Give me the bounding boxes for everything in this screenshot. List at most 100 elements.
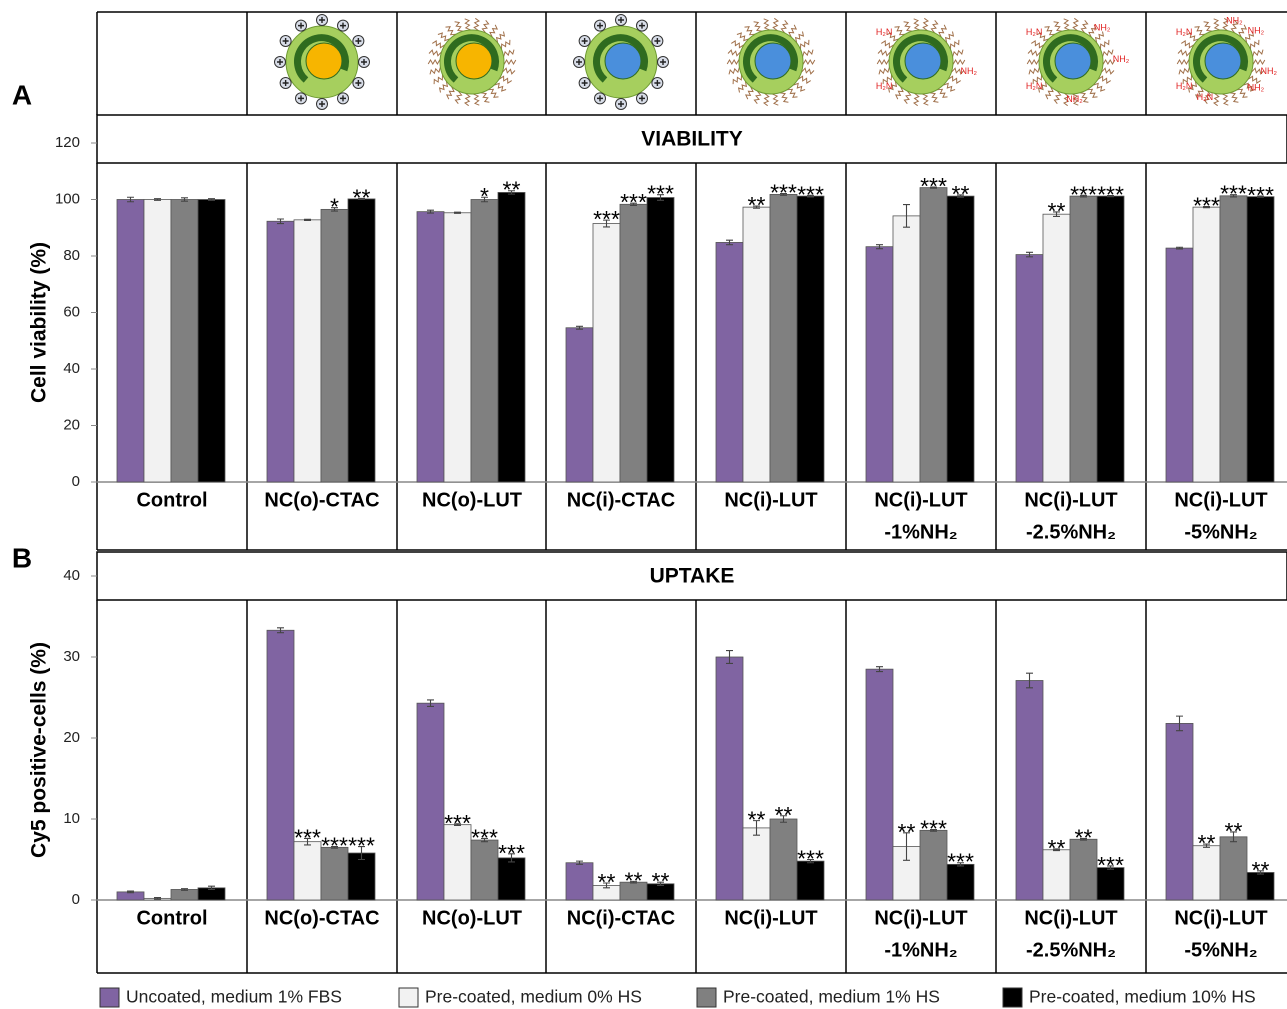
x-tick-label: NC(i)-LUT: [874, 489, 967, 511]
x-tick-label: Control: [136, 489, 207, 511]
y-tick-label: 0: [72, 473, 80, 490]
x-tick-label: NC(i)-LUT: [1024, 489, 1117, 511]
significance-label: ***: [797, 181, 824, 207]
bar: [566, 328, 593, 482]
significance-label: ***: [471, 824, 498, 850]
particle-core: [456, 43, 492, 79]
significance-label: *: [480, 183, 489, 209]
significance-label: **: [748, 807, 766, 833]
bar: [770, 819, 797, 900]
y-tick-label: 0: [72, 891, 80, 908]
bar: [348, 199, 375, 482]
bar: [920, 188, 947, 482]
x-tick-label: NC(i)-LUT: [874, 907, 967, 929]
amine-label: H₂N: [1176, 81, 1193, 91]
x-tick-label: -5%NH₂: [1184, 521, 1257, 543]
bar: [893, 216, 920, 482]
x-tick-label: NC(i)-LUT: [1174, 907, 1267, 929]
bar: [743, 828, 770, 900]
y-tick-label: 40: [63, 360, 80, 377]
x-tick-label: -2.5%NH₂: [1026, 521, 1116, 543]
significance-label: ***: [593, 206, 620, 232]
significance-label: *: [330, 194, 339, 220]
amine-label: H₂N: [1197, 92, 1214, 102]
bar: [417, 212, 444, 482]
amine-label: H₂N: [1026, 27, 1043, 37]
significance-label: **: [1075, 824, 1093, 850]
particle-core: [905, 43, 941, 79]
significance-label: **: [353, 184, 371, 210]
bar: [1247, 197, 1274, 482]
amine-label: H₂N: [1176, 27, 1193, 37]
legend-swatch: [399, 988, 418, 1007]
figure: H₂NNH₂H₂NH₂NNH₂NH₂NH₂H₂NH₂NNH₂NH₂NH₂NH₂H…: [0, 0, 1287, 1009]
significance-label: **: [775, 802, 793, 828]
amine-label: H₂N: [876, 27, 893, 37]
significance-label: **: [898, 819, 916, 845]
legend-label: Pre-coated, medium 1% HS: [723, 987, 940, 1007]
bar: [716, 242, 743, 482]
x-tick-label: -1%NH₂: [884, 521, 957, 543]
bar: [716, 657, 743, 900]
y-tick-label: 20: [63, 729, 80, 746]
significance-label: ***: [647, 181, 674, 207]
significance-label: **: [1225, 818, 1243, 844]
significance-label: ***: [947, 849, 974, 875]
bar: [593, 224, 620, 482]
y-tick-label: 10: [63, 810, 80, 827]
particle-core: [755, 43, 791, 79]
y-axis-label: Cy5 positive-cells (%): [28, 642, 51, 858]
significance-label: **: [625, 867, 643, 893]
x-tick-label: NC(o)-CTAC: [264, 489, 379, 511]
bar: [770, 194, 797, 482]
bar: [267, 221, 294, 482]
bar: [267, 630, 294, 900]
amine-label: NH₂: [1066, 94, 1083, 104]
panel-title: UPTAKE: [650, 565, 735, 588]
x-tick-label: NC(i)-LUT: [724, 907, 817, 929]
legend-label: Uncoated, medium 1% FBS: [126, 987, 342, 1007]
bar: [294, 220, 321, 482]
bar: [171, 889, 198, 900]
bar: [321, 209, 348, 482]
legend-label: Pre-coated, medium 0% HS: [425, 987, 642, 1007]
bar: [171, 200, 198, 483]
significance-label: ***: [321, 833, 348, 859]
bar: [1097, 196, 1124, 482]
panel-letter: A: [12, 79, 32, 110]
significance-label: **: [952, 181, 970, 207]
significance-label: ***: [498, 840, 525, 866]
bar: [1016, 255, 1043, 482]
significance-label: ***: [294, 824, 321, 850]
panel-letter: B: [12, 542, 32, 573]
bar: [348, 853, 375, 900]
x-tick-label: NC(o)-CTAC: [264, 907, 379, 929]
bar: [444, 825, 471, 900]
significance-label: ***: [797, 846, 824, 872]
x-tick-label: NC(o)-LUT: [422, 907, 522, 929]
x-tick-label: NC(o)-LUT: [422, 489, 522, 511]
significance-label: ***: [348, 833, 375, 859]
significance-label: **: [1252, 857, 1270, 883]
bar: [471, 200, 498, 483]
significance-label: ***: [444, 810, 471, 836]
x-tick-label: NC(i)-LUT: [724, 489, 817, 511]
bar: [417, 703, 444, 900]
significance-label: ***: [920, 816, 947, 842]
significance-label: ***: [1097, 852, 1124, 878]
legend-swatch: [100, 988, 119, 1007]
significance-label: ***: [1247, 182, 1274, 208]
bar: [647, 198, 674, 482]
x-tick-label: -1%NH₂: [884, 939, 957, 961]
bar: [1166, 723, 1193, 900]
legend-swatch: [697, 988, 716, 1007]
legend-label: Pre-coated, medium 10% HS: [1029, 987, 1256, 1007]
x-tick-label: NC(i)-LUT: [1174, 489, 1267, 511]
amine-label: NH₂: [1261, 66, 1278, 76]
bar: [1016, 680, 1043, 900]
y-tick-label: 30: [63, 648, 80, 665]
significance-label: **: [748, 192, 766, 218]
x-tick-label: Control: [136, 907, 207, 929]
page: H₂NNH₂H₂NH₂NNH₂NH₂NH₂H₂NH₂NNH₂NH₂NH₂NH₂H…: [0, 0, 1287, 1009]
significance-label: **: [1048, 835, 1066, 861]
